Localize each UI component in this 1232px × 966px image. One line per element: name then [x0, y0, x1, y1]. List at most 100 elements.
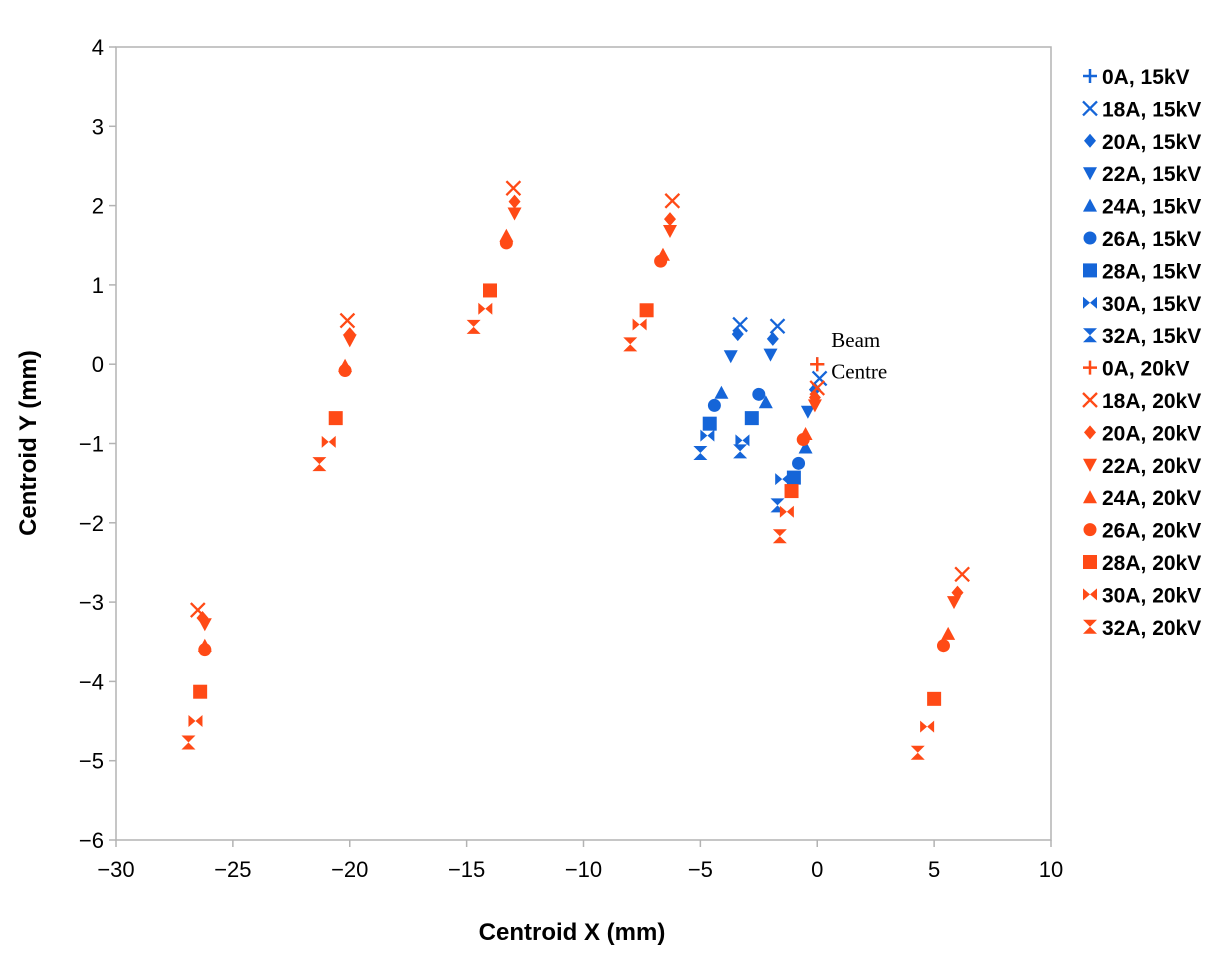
legend-label: 28A, 20kV	[1102, 552, 1201, 575]
y-tick-label: 4	[92, 35, 104, 60]
data-point-series-32a-20kv	[623, 337, 638, 352]
legend-item: 30A, 15kV	[1083, 293, 1201, 316]
data-point-series-30a-20kv	[920, 720, 935, 733]
legend-marker	[1083, 523, 1097, 537]
data-point-series-22a-20kv	[197, 618, 212, 632]
legend-marker	[1083, 619, 1097, 634]
data-point-series-20a-20kv	[951, 585, 964, 600]
y-axis-title: Centroid Y (mm)	[15, 350, 42, 536]
legend-label: 20A, 20kV	[1102, 422, 1201, 445]
legend-marker	[1084, 133, 1096, 148]
x-tick-label: −15	[448, 857, 485, 882]
data-point-series-28a-15kv	[786, 470, 801, 485]
data-point-series-26a-20kv	[796, 433, 810, 447]
legend-label: 30A, 15kV	[1102, 293, 1201, 316]
data-point-series-32a-15kv	[693, 446, 708, 461]
data-point-series-32a-20kv	[181, 735, 196, 750]
legend-item: 26A, 15kV	[1083, 228, 1201, 251]
data-point-series-28a-20kv	[639, 303, 654, 318]
data-point-series-26a-20kv	[338, 364, 352, 378]
data-point-series-20a-20kv	[508, 194, 521, 209]
data-point-series-22a-20kv	[807, 399, 822, 413]
data-point-series-22a-15kv	[800, 405, 815, 419]
annotations: Beam Centre	[831, 328, 887, 384]
data-point-series-24a-20kv	[941, 626, 956, 640]
data-point-series-0a-20kv	[810, 357, 825, 372]
data-point-series-22a-15kv	[763, 348, 778, 362]
x-tick-label: −10	[565, 857, 602, 882]
legend-label: 30A, 20kV	[1102, 584, 1201, 607]
data-point-series-24a-15kv	[714, 385, 729, 399]
legend-item: 28A, 20kV	[1083, 552, 1201, 575]
data-point-series-28a-20kv	[784, 484, 799, 499]
legend-item: 0A, 15kV	[1083, 66, 1190, 89]
x-tick-label: 0	[811, 857, 823, 882]
legend-label: 18A, 15kV	[1102, 98, 1201, 121]
data-point-series-26a-15kv	[752, 387, 766, 401]
x-tick-label: −25	[214, 857, 251, 882]
legend-item: 32A, 15kV	[1083, 325, 1201, 348]
data-point-series-18a-20kv	[809, 380, 826, 396]
legend-item: 18A, 15kV	[1082, 98, 1201, 121]
legend-marker	[1083, 328, 1097, 343]
y-tick-label: 1	[92, 273, 104, 298]
data-point-series-30a-15kv	[775, 473, 790, 486]
legend-label: 26A, 20kV	[1102, 520, 1201, 543]
legend-marker	[1083, 555, 1097, 569]
legend-marker	[1082, 392, 1098, 408]
legend-marker	[1083, 198, 1097, 212]
legend-marker	[1082, 100, 1098, 117]
legend-label: 0A, 20kV	[1102, 358, 1190, 381]
data-point-series-30a-15kv	[735, 434, 750, 447]
legend-item: 28A, 15kV	[1083, 260, 1201, 283]
data-point-series-18a-20kv	[339, 312, 356, 329]
legend-item: 32A, 20kV	[1083, 617, 1201, 640]
legend-item: 18A, 20kV	[1082, 390, 1201, 413]
beam-centre-annotation: Centre	[831, 359, 887, 383]
legend-marker	[1083, 231, 1097, 245]
data-point-series-26a-15kv	[707, 398, 721, 412]
legend-label: 32A, 15kV	[1102, 325, 1201, 348]
legend-marker	[1083, 588, 1097, 601]
y-tick-label: 0	[92, 352, 104, 377]
data-point-series-30a-20kv	[779, 505, 794, 518]
data-point-series-30a-20kv	[478, 302, 493, 315]
data-point-series-28a-15kv	[702, 416, 717, 431]
y-tick-label: −5	[79, 749, 104, 774]
data-point-series-22a-20kv	[662, 224, 677, 238]
y-tick-label: −3	[79, 590, 104, 615]
data-point-series-20a-15kv	[731, 327, 744, 342]
data-point-series-28a-20kv	[483, 283, 497, 298]
data-point-series-32a-20kv	[910, 745, 925, 760]
data-point-series-26a-15kv	[792, 456, 806, 470]
data-point-series-18a-15kv	[769, 318, 786, 334]
legend-item: 24A, 20kV	[1083, 487, 1201, 510]
legend-marker	[1083, 263, 1097, 278]
y-tick-label: −1	[79, 432, 104, 457]
data-markers	[181, 180, 970, 760]
data-point-series-18a-20kv	[664, 193, 681, 209]
legend-item: 0A, 20kV	[1083, 358, 1190, 381]
data-point-series-28a-20kv	[927, 691, 942, 706]
x-tick-label: 5	[928, 857, 940, 882]
legend-label: 32A, 20kV	[1102, 617, 1201, 640]
legend-marker	[1083, 167, 1097, 181]
data-point-series-22a-20kv	[342, 334, 357, 348]
legend-item: 22A, 20kV	[1083, 455, 1201, 478]
legend-marker	[1083, 490, 1097, 504]
legend-label: 18A, 20kV	[1102, 390, 1201, 413]
data-point-series-22a-20kv	[507, 207, 522, 221]
legend-marker	[1083, 458, 1097, 472]
data-point-series-18a-15kv	[732, 316, 748, 333]
data-point-series-24a-15kv	[758, 395, 773, 409]
x-axis-title: Centroid X (mm)	[479, 919, 666, 946]
y-tick-label: 3	[92, 114, 104, 139]
legend-item: 26A, 20kV	[1083, 520, 1201, 543]
data-point-series-26a-20kv	[198, 643, 212, 657]
y-tick-label: −4	[79, 669, 104, 694]
legend-label: 24A, 15kV	[1102, 196, 1201, 219]
legend-label: 28A, 15kV	[1102, 260, 1201, 283]
legend-label: 26A, 15kV	[1102, 228, 1201, 251]
